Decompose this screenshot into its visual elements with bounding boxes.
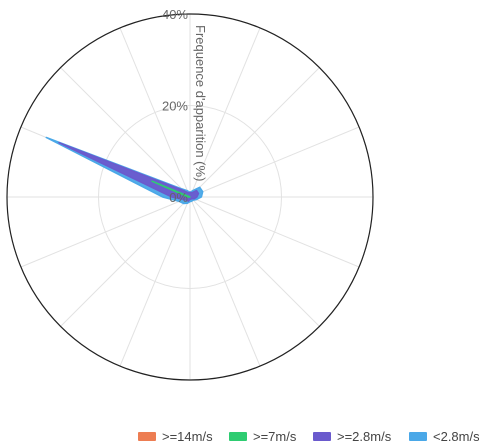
grid-spoke (119, 27, 191, 198)
legend-item-lt2-8[interactable]: <2.8m/s (409, 428, 479, 444)
outer-circle (6, 13, 374, 381)
grid-spoke (60, 196, 191, 327)
legend-swatch-lt2-8 (409, 431, 427, 441)
legend-item-ge14[interactable]: >=14m/s (138, 428, 213, 444)
grid-spoke (60, 67, 191, 198)
tick-label: 20% (162, 99, 188, 114)
grid-spoke (20, 196, 191, 268)
grid-spoke (189, 126, 360, 198)
grid-spoke (189, 27, 261, 198)
tick-label: 0% (169, 190, 188, 205)
grid-spoke (189, 196, 261, 367)
grid-spoke (119, 196, 191, 367)
legend-swatch-ge7 (229, 431, 247, 441)
legend-label-lt2-8: <2.8m/s (433, 428, 479, 444)
series-area-1 (151, 180, 191, 198)
legend-item-ge2-8[interactable]: >=2.8m/s (313, 428, 391, 444)
tick-label: 40% (162, 7, 188, 22)
legend-swatch-ge2-8 (313, 431, 331, 441)
legend-label-ge7: >=7m/s (253, 428, 297, 444)
grid-spoke (189, 196, 360, 268)
legend-label-ge2-8: >=2.8m/s (337, 428, 392, 444)
legend-swatch-ge14 (138, 431, 156, 441)
legend: >=14m/s >=7m/s >=2.8m/s <2.8m/s (0, 428, 479, 446)
axis-title: Frequence d'apparition (%) (193, 25, 208, 181)
grid-spoke (189, 196, 320, 327)
legend-label-ge14: >=14m/s (162, 428, 213, 444)
legend-item-ge7[interactable]: >=7m/s (229, 428, 296, 444)
grid-spoke (189, 67, 320, 198)
